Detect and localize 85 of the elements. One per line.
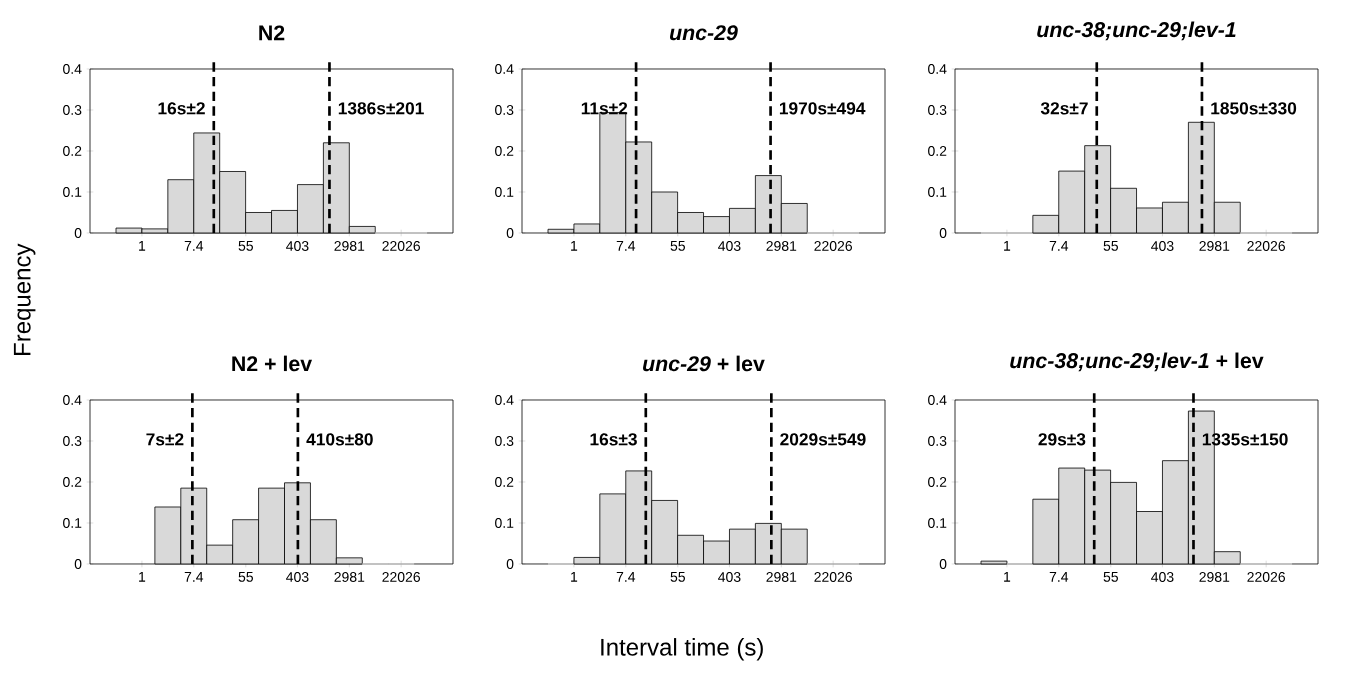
x-tick-label: 22026	[814, 241, 853, 251]
y-tick-label: 0.4	[495, 64, 514, 74]
y-tick-label: 0.1	[495, 518, 514, 528]
y-tick-label: 0	[74, 228, 82, 238]
x-tick-label: 1	[1004, 572, 1011, 582]
x-tick-label: 55	[670, 241, 685, 251]
x-tick-label: 403	[718, 241, 741, 251]
x-tick-label: 2981	[766, 241, 797, 251]
ref-line-label: 11s±2	[581, 102, 628, 115]
ref-line-label: 29s±3	[1038, 433, 1086, 446]
x-tick-label: 1	[139, 572, 146, 582]
y-axis-title: Frequency	[13, 243, 36, 355]
chart-title: N2	[259, 25, 285, 41]
x-tick-label: 2981	[1199, 572, 1230, 582]
y-tick-label: 0.1	[928, 187, 947, 197]
y-tick-label: 0.3	[928, 105, 947, 115]
x-tick-label: 1	[571, 241, 578, 251]
y-tick-label: 0.4	[495, 395, 514, 405]
x-tick-label: 1	[139, 241, 146, 251]
y-tick-label: 0	[939, 228, 947, 238]
chart-title: N2 + lev	[232, 355, 313, 372]
y-tick-label: 0	[939, 559, 947, 569]
x-tick-label: 7.4	[616, 572, 636, 582]
x-tick-label: 22026	[1247, 572, 1286, 582]
ref-line-label: 410s±80	[306, 433, 373, 446]
x-tick-label: 22026	[1247, 241, 1286, 251]
x-tick-label: 1	[1004, 241, 1011, 251]
y-tick-label: 0.4	[63, 395, 82, 405]
y-tick-label: 0	[506, 228, 514, 238]
ref-line-label: 32s±7	[1040, 102, 1088, 115]
chart-title: unc-38;unc-29;lev-1 + lev	[1010, 352, 1264, 372]
y-tick-label: 0.1	[63, 518, 82, 528]
ref-line-label: 2029s±549	[780, 433, 866, 446]
x-tick-label: 2981	[766, 572, 797, 582]
x-tick-label: 403	[1151, 572, 1174, 582]
x-tick-label: 7.4	[1049, 241, 1069, 251]
y-tick-label: 0	[506, 559, 514, 569]
x-tick-label: 403	[1151, 241, 1174, 251]
x-tick-label: 55	[1103, 572, 1118, 582]
ref-line-label: 1970s±494	[779, 102, 866, 115]
x-tick-label: 22026	[382, 241, 421, 251]
ref-line-label: 16s±2	[158, 102, 205, 115]
x-axis-title: Interval time (s)	[601, 638, 763, 661]
y-tick-label: 0.1	[495, 187, 514, 197]
y-tick-label: 0.3	[495, 105, 514, 115]
y-tick-label: 0.1	[63, 187, 82, 197]
x-tick-label: 2981	[334, 241, 365, 251]
y-tick-label: 0.4	[928, 395, 947, 405]
x-tick-label: 22026	[382, 572, 421, 582]
chart-title: unc-29 + lev	[643, 355, 765, 372]
x-tick-label: 2981	[1199, 241, 1230, 251]
x-tick-label: 7.4	[184, 241, 204, 251]
y-tick-label: 0.3	[63, 105, 82, 115]
x-tick-label: 403	[286, 241, 309, 251]
x-tick-label: 403	[718, 572, 741, 582]
x-tick-label: 7.4	[184, 572, 204, 582]
y-tick-label: 0.2	[495, 477, 514, 487]
chart-title: unc-38;unc-29;lev-1	[1037, 21, 1236, 41]
y-tick-label: 0.2	[928, 146, 947, 156]
ref-line-label: 1386s±201	[338, 102, 424, 115]
ref-line-label: 1850s±330	[1211, 102, 1297, 115]
y-tick-label: 0.3	[495, 436, 514, 446]
y-tick-label: 0.3	[63, 436, 82, 446]
ref-line-label: 7s±2	[146, 433, 184, 446]
x-tick-label: 22026	[814, 572, 853, 582]
y-tick-label: 0.1	[928, 518, 947, 528]
x-tick-label: 7.4	[1049, 572, 1069, 582]
x-tick-label: 7.4	[616, 241, 636, 251]
y-tick-label: 0.2	[63, 146, 82, 156]
y-tick-label: 0	[74, 559, 82, 569]
y-tick-label: 0.4	[63, 64, 82, 74]
x-tick-label: 55	[238, 241, 253, 251]
x-tick-label: 403	[286, 572, 309, 582]
x-tick-label: 55	[1103, 241, 1118, 251]
x-tick-label: 2981	[334, 572, 365, 582]
x-tick-label: 1	[571, 572, 578, 582]
y-tick-label: 0.4	[928, 64, 947, 74]
y-tick-label: 0.2	[495, 146, 514, 156]
x-tick-label: 55	[670, 572, 685, 582]
chart-title: unc-29	[670, 25, 738, 41]
y-tick-label: 0.2	[928, 477, 947, 487]
y-tick-label: 0.2	[63, 477, 82, 487]
y-tick-label: 0.3	[928, 436, 947, 446]
ref-line-label: 16s±3	[590, 433, 637, 446]
x-tick-label: 55	[238, 572, 253, 582]
